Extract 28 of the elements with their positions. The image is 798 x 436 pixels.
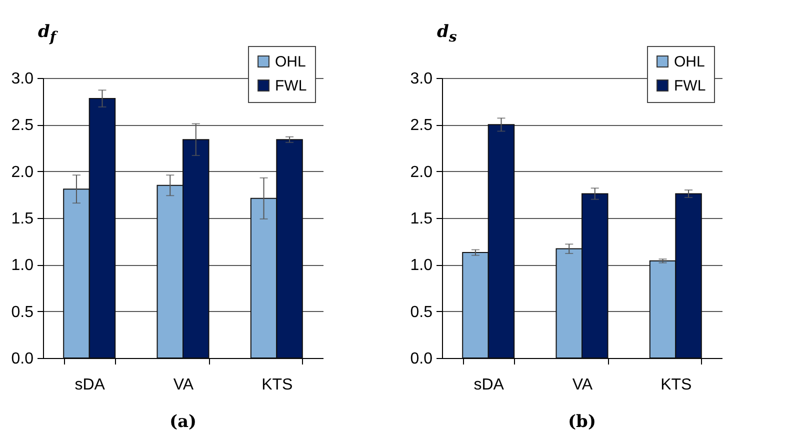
y-tick-label: 0.0	[410, 350, 433, 368]
legend-label: FWL	[275, 78, 307, 94]
y-tick-label: 1.0	[11, 257, 34, 274]
y-tick-label: 1.5	[410, 210, 433, 228]
y-tick-label: 1.0	[410, 257, 433, 274]
y-tick-label: 3.0	[410, 70, 433, 88]
x-tick-label: sDA	[74, 376, 106, 394]
y-tick-label: 1.5	[11, 210, 34, 228]
legend-label: OHL	[674, 54, 705, 70]
x-tick-label: VA	[173, 376, 194, 394]
y-tick-label: 0.5	[410, 304, 433, 321]
y-tick-label: 2.5	[410, 117, 433, 134]
x-tick-label: KTS	[262, 376, 293, 394]
x-tick-label: VA	[572, 376, 593, 394]
y-tick-label: 0.0	[11, 350, 34, 368]
text: (b)	[568, 412, 596, 432]
x-tick-label: sDA	[474, 376, 504, 394]
y-axis-title: d$_{s}$	[437, 22, 457, 46]
y-tick-label: 2.0	[410, 164, 433, 181]
text: (a)	[169, 412, 197, 432]
y-tick-label: 2.0	[11, 164, 34, 181]
y-tick-label: 2.5	[11, 117, 34, 134]
x-tick-label: KTS	[660, 376, 692, 394]
y-axis-title: d$_{f}$	[38, 22, 56, 46]
y-tick-label: 3.0	[11, 70, 34, 88]
legend-label: FWL	[674, 78, 706, 94]
legend-label: OHL	[275, 54, 306, 70]
y-tick-label: 0.5	[11, 304, 34, 321]
